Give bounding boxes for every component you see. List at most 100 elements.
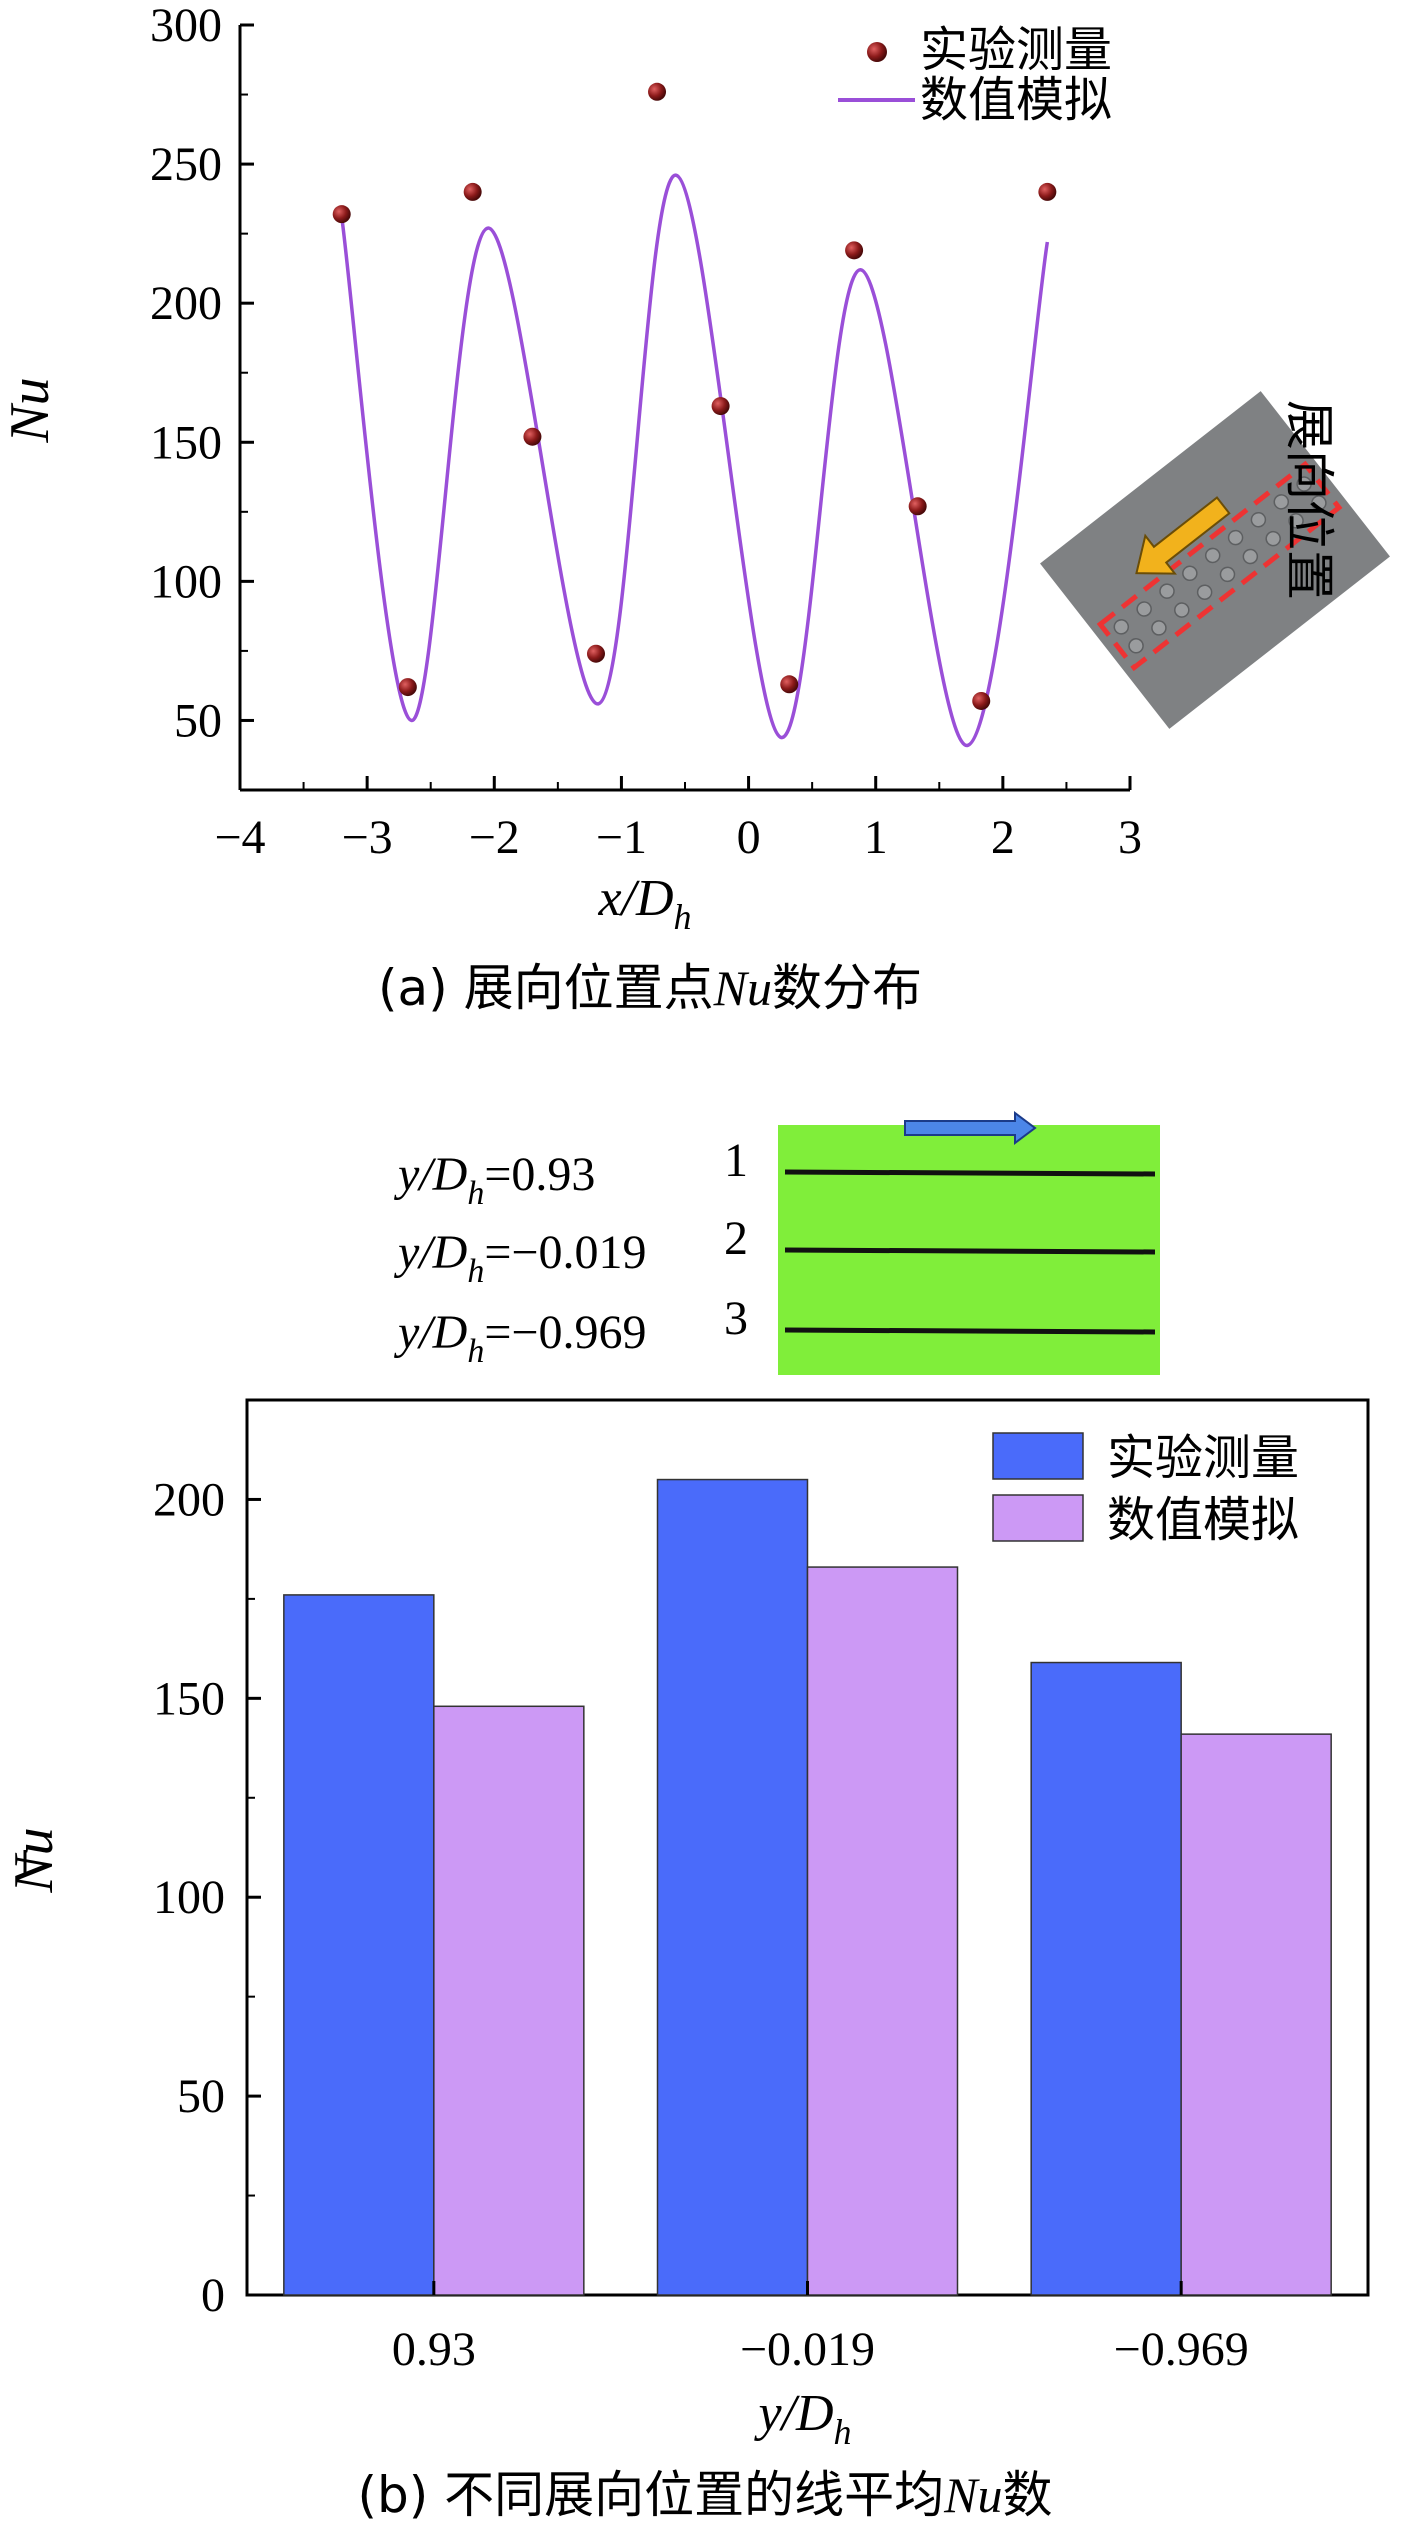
- chart-a-x-axis-label: x/Dh: [597, 870, 691, 937]
- chart-a-measurement-point: [587, 644, 605, 663]
- chart-b-inset-line-number: 2: [724, 1212, 748, 1265]
- chart-b-bar: [1030, 1661, 1182, 2296]
- chart-a-axes: [238, 25, 1130, 792]
- chart-a-x-ticks: −4 −3 −2 −1 0 1 2 3: [214, 776, 1142, 864]
- chart-a-inset-dot: [1242, 548, 1259, 565]
- chart-a-measurement-point: [711, 397, 730, 416]
- chart-b-inset-arrow: [904, 1111, 1037, 1145]
- chart-a-inset-arrow: [1135, 496, 1231, 575]
- chart-a-y-axis-label: Nu: [0, 377, 61, 443]
- chart-a-inset-label: 展向位置: [1280, 400, 1338, 600]
- chart-a-y-tick-label: 150: [150, 416, 222, 469]
- chart-b-y-tick-label: 150: [153, 1672, 225, 1725]
- chart-b-x-tick-label: 0.93: [392, 2323, 476, 2376]
- chart-b-x-ticks: 0.93 −0.019 −0.969: [392, 2281, 1249, 2376]
- chart-a-inset-dot: [1288, 513, 1304, 529]
- chart-a-y-ticks: 50 100 150 200 250 300: [150, 0, 254, 747]
- chart-a-y-tick-label: 100: [150, 555, 222, 608]
- chart-a-y-tick-label: 300: [150, 0, 222, 52]
- chart-a-measurement-points: [332, 82, 1057, 710]
- chart-b-x-tick-label: −0.019: [740, 2323, 875, 2376]
- chart-b-bar: [1180, 1733, 1332, 2296]
- chart-a-inset-dot: [1128, 638, 1144, 654]
- chart-a-inset-dot: [1196, 584, 1213, 600]
- chart-b-y-tick-label: 50: [177, 2070, 225, 2123]
- chart-a-inset: 展向位置: [1040, 391, 1390, 729]
- chart-a-x-tick-label: −4: [214, 811, 265, 864]
- chart-a-caption: (a) 展向位置点Nu数分布: [378, 959, 922, 1017]
- chart-b-inset-line: [784, 1327, 1156, 1335]
- chart-b-inset-line: [784, 1247, 1156, 1255]
- chart-a-measurement-point: [648, 82, 667, 101]
- chart-a-measurement-point: [845, 241, 864, 260]
- chart-a-y-tick-label: 200: [150, 277, 222, 330]
- chart-b-inset: 1 y/Dh=0.93 2 y/Dh=−0.019 3 y/Dh=−0.969: [393, 1111, 1160, 1375]
- chart-a-inset-dot: [1159, 583, 1175, 599]
- chart-b-inset-line-number: 1: [724, 1134, 748, 1187]
- chart-a-inset-dot: [1204, 547, 1221, 564]
- chart-b-caption: (b) 不同展向位置的线平均Nu数: [357, 2466, 1052, 2524]
- chart-b-y-ticks: 0 50 100 150 200: [153, 1473, 261, 2322]
- chart-a-x-tick-label: 0: [737, 811, 761, 864]
- chart-a-x-tick-label: −1: [596, 811, 647, 864]
- chart-a-inset-dot: [1265, 530, 1281, 547]
- chart-a-inset-dot: [1296, 476, 1312, 492]
- chart-b-y-tick-label: 200: [153, 1473, 225, 1526]
- chart-a-measurement-point: [523, 427, 542, 446]
- chart-b-x-axis-label: y/Dh: [753, 2385, 851, 2452]
- chart-a-legend-scatter-marker: [867, 42, 887, 62]
- chart-b-bar: [806, 1566, 959, 2296]
- chart-a-inset-dot: [1174, 602, 1190, 618]
- chart-b-inset-line-label: y/Dh=−0.969: [393, 1306, 646, 1370]
- chart-a-inset-dot: [1113, 619, 1130, 635]
- chart-a-measurement-point: [398, 678, 417, 697]
- chart-a-x-tick-label: 3: [1118, 811, 1142, 864]
- chart-b-legend: 实验测量 数值模拟: [992, 1430, 1299, 1548]
- chart-a-measurement-point: [463, 182, 482, 201]
- chart-b: 1 y/Dh=0.93 2 y/Dh=−0.019 3 y/Dh=−0.969 0 50 10…: [3, 1111, 1370, 2524]
- chart-b-y-tick-label: 0: [201, 2269, 225, 2322]
- chart-a-inset-dot: [1136, 601, 1152, 617]
- chart-a-measurement-point: [908, 497, 927, 516]
- chart-a-x-tick-label: −3: [342, 811, 393, 864]
- chart-b-inset-rows: 1 y/Dh=0.93 2 y/Dh=−0.019 3 y/Dh=−0.969: [393, 1134, 1156, 1370]
- chart-b-inset-line-label: y/Dh=−0.019: [393, 1226, 646, 1290]
- chart-a-inset-dot: [1273, 494, 1290, 510]
- chart-a-inset-dots: [1113, 476, 1327, 654]
- chart-a-legend-scatter-label: 实验测量: [920, 22, 1112, 78]
- chart-a-inset-dot: [1151, 620, 1167, 636]
- chart-b-bar: [283, 1594, 435, 2296]
- chart-b-y-axis-label: Nu: [3, 1827, 65, 1893]
- chart-a-legend: 实验测量 数值模拟: [838, 22, 1112, 128]
- chart-b-bar: [656, 1478, 809, 2296]
- chart-a-measurement-point: [780, 675, 799, 694]
- chart-b-legend-label-1: 实验测量: [1107, 1430, 1299, 1486]
- chart-a-measurement-point: [972, 691, 991, 710]
- chart-b-y-tick-label: 100: [153, 1871, 225, 1924]
- chart-b-legend-swatch-1: [992, 1432, 1084, 1480]
- chart-a-inset-dot: [1219, 566, 1236, 583]
- chart-b-inset-line-label: y/Dh=0.93: [393, 1148, 595, 1212]
- chart-b-inset-line: [784, 1169, 1156, 1177]
- chart-b-inset-line-number: 3: [724, 1292, 748, 1345]
- chart-b-bars: [283, 1478, 1332, 2296]
- chart-a-x-tick-label: −2: [469, 811, 520, 864]
- chart-a: −4 −3 −2 −1 0 1 2 3 50 100 150 200 250 300 实验测量 数值模拟…: [0, 0, 1390, 1017]
- chart-a-measurement-point: [332, 205, 351, 224]
- chart-a-x-tick-label: 2: [991, 811, 1015, 864]
- chart-b-legend-swatch-2: [992, 1494, 1084, 1542]
- chart-b-bar: [433, 1705, 585, 2296]
- chart-a-simulation-line: [339, 173, 1050, 748]
- chart-a-inset-dot: [1250, 511, 1267, 528]
- chart-b-y-axis-label-text: Nu: [3, 1827, 65, 1893]
- chart-a-inset-dot: [1311, 495, 1327, 511]
- chart-a-inset-dot: [1182, 565, 1198, 582]
- chart-b-legend-label-2: 数值模拟: [1107, 1492, 1299, 1548]
- chart-a-y-tick-label: 250: [150, 138, 222, 191]
- chart-a-inset-dot: [1227, 529, 1244, 546]
- chart-a-y-tick-label: 50: [174, 694, 222, 747]
- chart-a-x-tick-label: 1: [864, 811, 888, 864]
- chart-b-x-tick-label: −0.969: [1114, 2323, 1249, 2376]
- chart-a-legend-line-label: 数值模拟: [920, 72, 1112, 128]
